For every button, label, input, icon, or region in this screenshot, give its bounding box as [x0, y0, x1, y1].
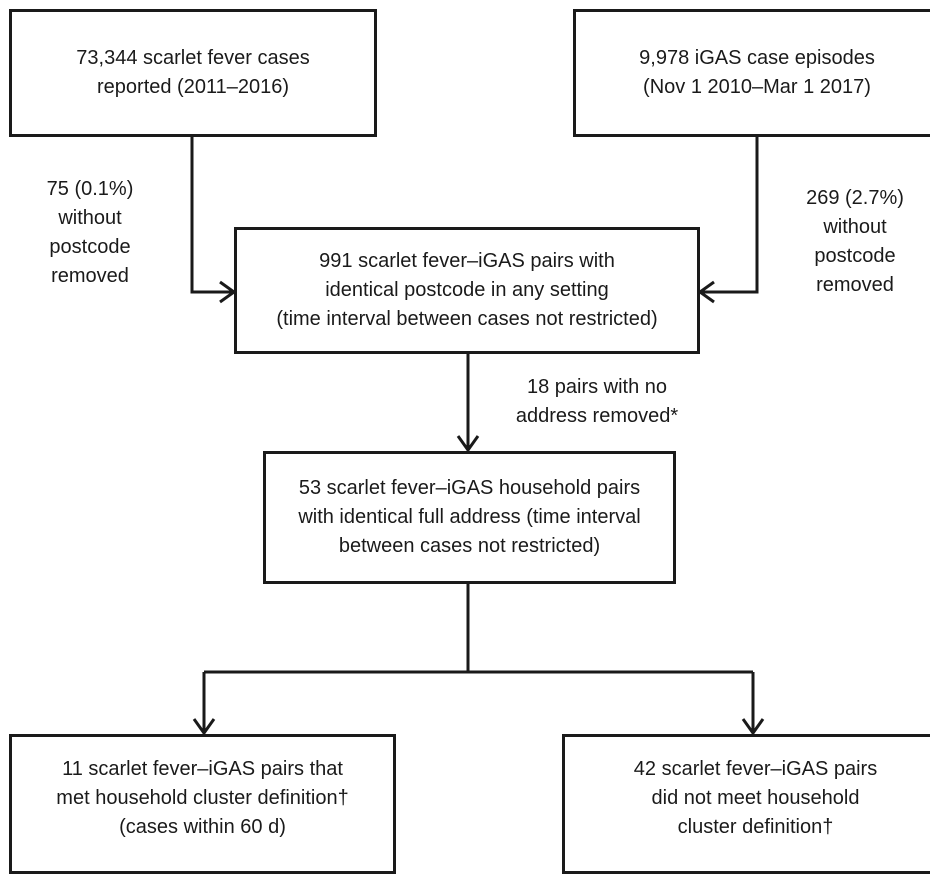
box-scarlet-fever-cases: 73,344 scarlet fever cases reported (201… — [9, 9, 377, 137]
arrow-to-cluster-not-met — [741, 718, 765, 736]
box-line: did not meet household — [651, 786, 860, 809]
box-postcode-pairs: 991 scarlet fever–iGAS pairs with identi… — [234, 227, 700, 354]
note-line: 18 pairs with no — [526, 376, 668, 398]
box-line: with identical full address (time interv… — [298, 506, 641, 528]
arrow-igas-to-pairs — [697, 280, 715, 304]
box-line: 73,344 scarlet fever cases — [76, 47, 310, 69]
note-line: 269 (2.7%) — [806, 187, 904, 209]
note-line: postcode — [49, 236, 131, 258]
connector-scarlet-to-pairs — [190, 136, 234, 294]
box-line: 53 scarlet fever–iGAS household pairs — [298, 477, 641, 499]
connector-household-split — [202, 583, 755, 733]
box-line: (cases within 60 d) — [119, 815, 286, 838]
note-line: without — [823, 216, 887, 238]
arrow-to-cluster-met — [192, 718, 216, 736]
arrow-pairs-to-household — [456, 435, 480, 453]
box-line: (time interval between cases not restric… — [276, 308, 658, 330]
box-line: identical postcode in any setting — [325, 279, 609, 301]
box-cluster-definition-met: 11 scarlet fever–iGAS pairs that met hou… — [9, 734, 396, 874]
box-line: between cases not restricted) — [338, 535, 601, 557]
box-igas-case-episodes: 9,978 iGAS case episodes (Nov 1 2010–Mar… — [573, 9, 930, 137]
box-line: (Nov 1 2010–Mar 1 2017) — [643, 76, 871, 98]
note-line: removed — [51, 265, 129, 287]
box-line: met household cluster definition† — [56, 786, 349, 809]
connector-igas-to-pairs — [700, 136, 759, 294]
box-line: cluster definition† — [677, 815, 834, 838]
box-line: reported (2011–2016) — [97, 76, 289, 98]
note-line: without — [58, 207, 122, 229]
box-line: 991 scarlet fever–iGAS pairs with — [319, 250, 615, 272]
box-cluster-definition-not-met: 42 scarlet fever–iGAS pairs did not meet… — [562, 734, 930, 874]
box-household-pairs: 53 scarlet fever–iGAS household pairs wi… — [263, 451, 676, 584]
box-line: 9,978 iGAS case episodes — [639, 47, 875, 69]
note-no-address-removed: 18 pairs with no address removed* — [497, 373, 697, 431]
note-line: address removed* — [515, 405, 679, 427]
note-line: removed — [816, 274, 894, 296]
box-line: 11 scarlet fever–iGAS pairs that — [62, 757, 343, 780]
note-scarlet-postcode-removed: 75 (0.1%) without postcode removed — [20, 175, 160, 291]
note-line: postcode — [814, 245, 896, 267]
box-line: 42 scarlet fever–iGAS pairs — [633, 757, 878, 780]
note-line: 75 (0.1%) — [46, 178, 134, 200]
note-igas-postcode-removed: 269 (2.7%) without postcode removed — [785, 184, 925, 300]
